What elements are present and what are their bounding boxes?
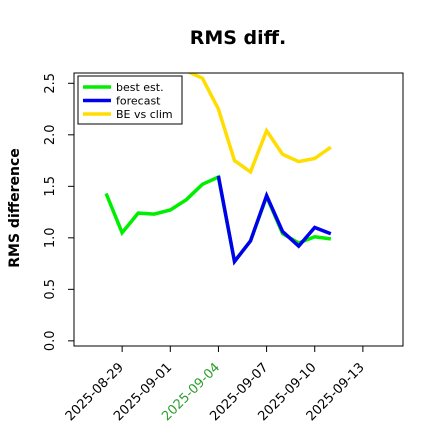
y-tick-label: 1.0 — [43, 227, 58, 248]
y-tick-label: 0.5 — [43, 279, 58, 300]
y-tick-label: 2.0 — [43, 124, 58, 145]
legend-label: BE vs clim — [116, 108, 173, 121]
legend-label: forecast — [116, 95, 161, 108]
y-tick-label: 1.5 — [43, 176, 58, 197]
series-line-forecast — [216, 175, 332, 266]
y-axis-label: RMS difference — [7, 148, 23, 268]
chart-title: RMS diff. — [190, 27, 287, 49]
y-axis: 0.0 0.5 1.0 1.5 2.0 2.5 — [43, 73, 74, 351]
x-axis: 2025-08-292025-09-012025-09-042025-09-07… — [63, 346, 368, 424]
y-tick-label: 2.5 — [43, 73, 58, 94]
series-layer — [104, 73, 332, 266]
y-tick-label: 0.0 — [43, 330, 58, 351]
series-line-be-vs-clim — [186, 73, 332, 175]
plot-frame — [73, 72, 404, 347]
legend-label: best est. — [116, 81, 164, 94]
